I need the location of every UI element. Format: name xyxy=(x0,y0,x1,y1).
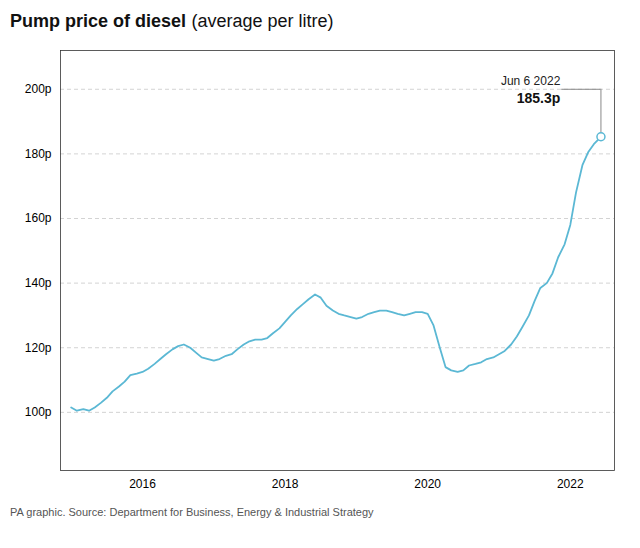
svg-text:200p: 200p xyxy=(25,82,52,96)
html-text:PA graphic. Source: Department: PA graphic. Source: Department for Busin… xyxy=(10,506,374,518)
svg-text:Jun 6 2022: Jun 6 2022 xyxy=(501,74,561,88)
svg-text:160p: 160p xyxy=(25,211,52,225)
svg-text:2018: 2018 xyxy=(272,477,299,491)
html-text:Pump price of diesel (average: Pump price of diesel (average per litre) xyxy=(10,11,334,31)
svg-text:100p: 100p xyxy=(25,405,52,419)
svg-text:185.3p: 185.3p xyxy=(517,90,561,106)
svg-text:120p: 120p xyxy=(25,341,52,355)
svg-text:180p: 180p xyxy=(25,147,52,161)
svg-text:2020: 2020 xyxy=(414,477,441,491)
svg-text:140p: 140p xyxy=(25,276,52,290)
svg-text:2016: 2016 xyxy=(129,477,156,491)
svg-text:2022: 2022 xyxy=(557,477,584,491)
